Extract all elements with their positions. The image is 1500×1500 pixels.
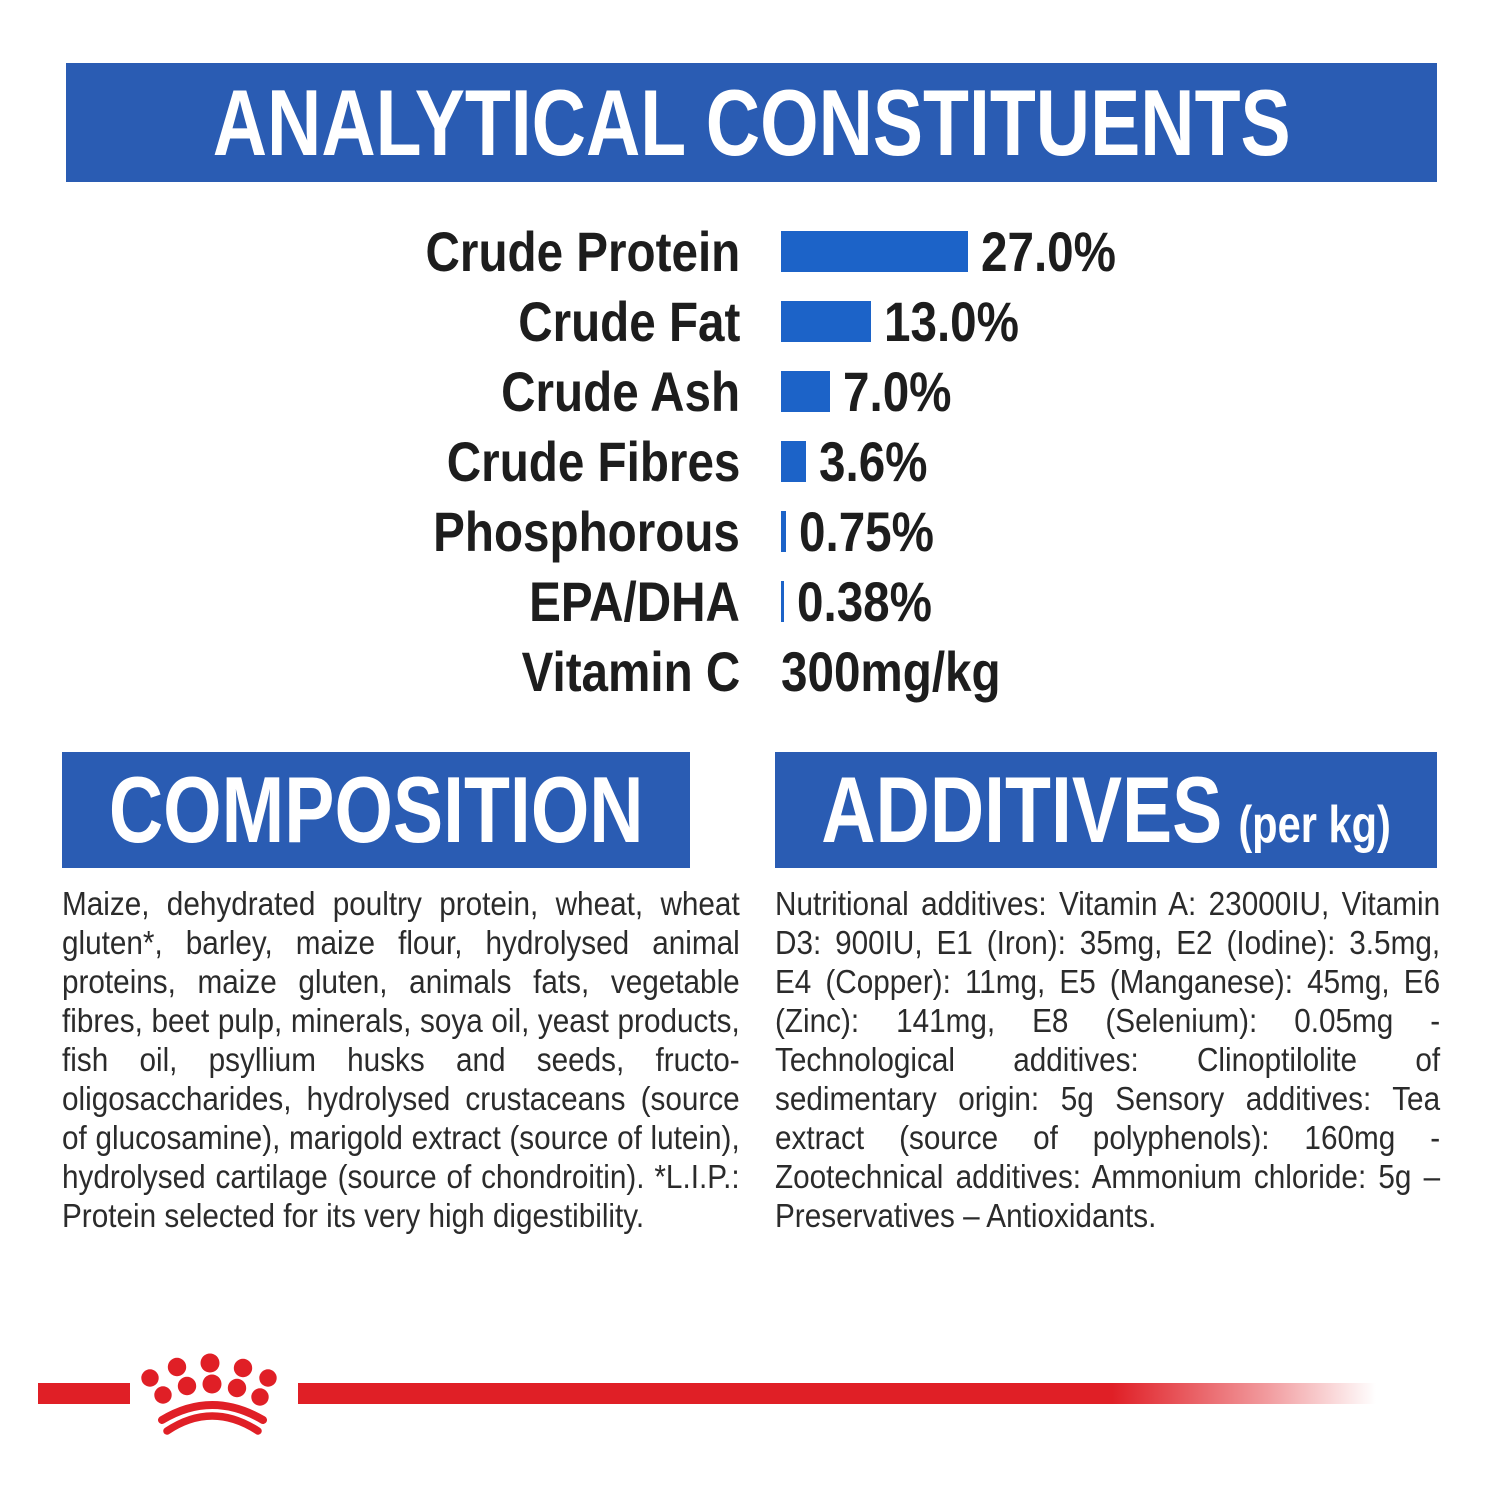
chart-value-label: 0.75% [799,499,934,563]
chart-category-label: Crude Fibres [446,429,740,493]
composition-body: Maize, dehydrated poultry protein, wheat… [62,885,740,1234]
brand-band-left [38,1383,130,1404]
chart-row: Crude Protein 27.0% [0,216,1500,286]
chart-bar [781,230,968,272]
chart-category-label: Vitamin C [521,639,740,703]
composition-title: COMPOSITION [108,757,644,862]
chart-category-label: EPA/DHA [529,569,740,633]
additives-title: ADDITIVES [821,757,1223,862]
chart-bar [781,510,786,552]
chart-value-label: 7.0% [843,359,952,423]
chart-bar [781,370,830,412]
analytical-constituents-title: ANALYTICAL CONSTITUENTS [212,69,1291,175]
chart-bar [781,440,806,482]
additives-title-group: ADDITIVES (per kg) [821,756,1391,864]
chart-value-label: 0.38% [797,569,932,633]
additives-unit-note: (per kg) [1238,796,1391,854]
chart-row: Vitamin C 300mg/kg [0,636,1500,706]
chart-category-label: Phosphorous [433,499,740,563]
chart-category-label: Crude Ash [501,359,740,423]
chart-value-label: 300mg/kg [781,639,1001,703]
chart-value-label: 3.6% [819,429,928,493]
chart-value-label: 27.0% [981,219,1116,283]
chart-value-label: 13.0% [884,289,1019,353]
analytical-constituents-banner: ANALYTICAL CONSTITUENTS [66,63,1437,182]
chart-row: Crude Fibres 3.6% [0,426,1500,496]
chart-category-label: Crude Fat [517,289,740,353]
composition-banner: COMPOSITION [62,752,690,868]
chart-category-label: Crude Protein [425,219,740,283]
analytical-chart: Crude Protein 27.0% Crude Fat 13.0% Crude As… [0,216,1500,706]
crown-dots-logo [141,1353,277,1435]
chart-row: EPA/DHA 0.38% [0,566,1500,636]
chart-row: Crude Fat 13.0% [0,286,1500,356]
chart-bar [781,580,784,622]
chart-row: Phosphorous 0.75% [0,496,1500,566]
chart-bar [781,300,871,342]
chart-row: Crude Ash 7.0% [0,356,1500,426]
additives-body: Nutritional additives: Vitamin A: 23000I… [775,885,1441,1234]
brand-band-right [298,1383,1398,1404]
additives-banner: ADDITIVES (per kg) [775,752,1437,868]
